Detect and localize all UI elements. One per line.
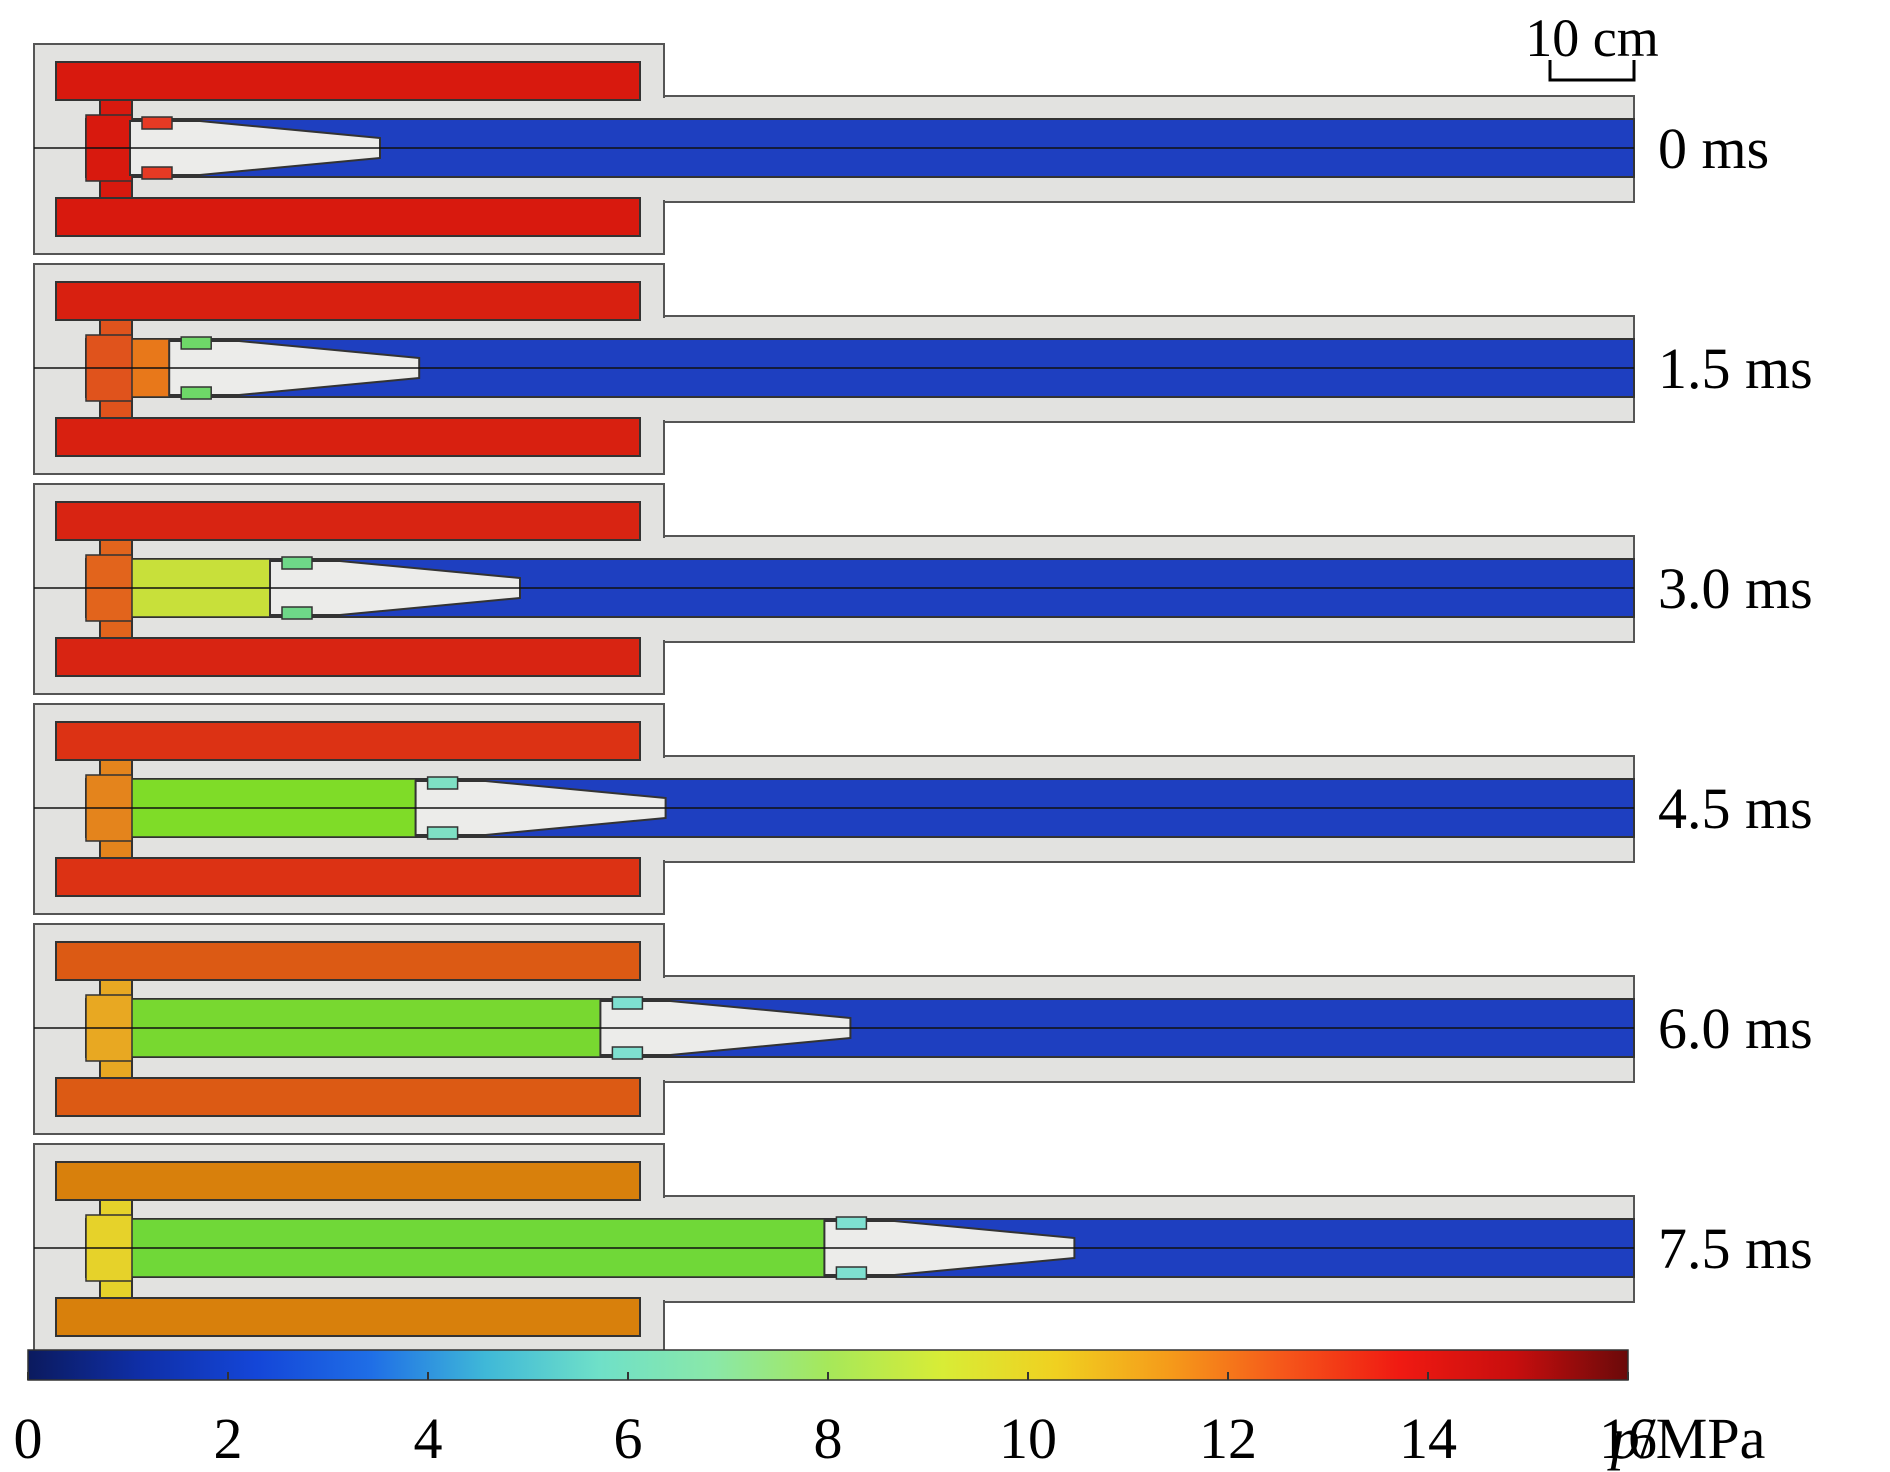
colorbar-tick-label: 12	[1199, 1406, 1257, 1471]
scale-bar-label: 10 cm	[1525, 8, 1658, 68]
colorbar-tick-label: 10	[999, 1406, 1057, 1471]
time-label: 6.0 ms	[1658, 996, 1813, 1061]
frame-3: 4.5 ms	[33, 703, 1813, 915]
simulation-frames: 0 ms 1.5 ms 3.0 ms 4.5 ms 6.0 ms 7.5 ms	[33, 43, 1813, 1355]
driving-band-bottom	[281, 606, 313, 620]
driving-band-top	[426, 776, 459, 790]
chamber-bar-bottom	[55, 637, 641, 677]
chamber-bar-bottom	[55, 197, 641, 237]
driving-band-top	[281, 556, 313, 570]
scale-bar-line	[1548, 60, 1636, 82]
scale-bar: 10 cm	[1525, 8, 1659, 82]
time-label: 4.5 ms	[1658, 776, 1813, 841]
chamber-bar-top	[55, 281, 641, 321]
chamber-bar-bottom	[55, 1297, 641, 1337]
time-label: 3.0 ms	[1658, 556, 1813, 621]
colorbar-tick-label: 0	[14, 1406, 43, 1471]
colorbar-tick-label: 6	[614, 1406, 643, 1471]
driving-band-top	[835, 1216, 868, 1230]
chamber-bar-top	[55, 721, 641, 761]
driving-band-top	[611, 996, 644, 1010]
driving-band-bottom	[611, 1046, 644, 1060]
time-label: 1.5 ms	[1658, 336, 1813, 401]
frame-1: 1.5 ms	[33, 263, 1813, 475]
driving-band-bottom	[426, 826, 459, 840]
time-label: 7.5 ms	[1658, 1216, 1813, 1281]
colorbar-tick-label: 4	[414, 1406, 443, 1471]
colorbar-unit-rest: /MPa	[1640, 1406, 1766, 1471]
driving-band-bottom	[835, 1266, 868, 1280]
frame-5: 7.5 ms	[33, 1143, 1813, 1355]
chamber-bar-top	[55, 501, 641, 541]
colorbar-unit-symbol: p	[1607, 1406, 1640, 1471]
colorbar-tick-label: 8	[814, 1406, 843, 1471]
chamber-bar-bottom	[55, 417, 641, 457]
time-label: 0 ms	[1658, 116, 1769, 181]
chamber-bar-top	[55, 1161, 641, 1201]
frame-2: 3.0 ms	[33, 483, 1813, 695]
chamber-bar-top	[55, 941, 641, 981]
driving-band-top	[180, 336, 212, 350]
driving-band-top	[141, 116, 173, 130]
frame-0: 0 ms	[33, 43, 1769, 255]
frame-4: 6.0 ms	[33, 923, 1813, 1135]
colorbar-unit: p/MPa	[1607, 1406, 1766, 1471]
colorbar-tick-label: 14	[1399, 1406, 1457, 1471]
chamber-bar-top	[55, 61, 641, 101]
driving-band-bottom	[141, 166, 173, 180]
colorbar-ticks: 0 2 4 6 8 10 12 14 16	[14, 1372, 1657, 1471]
chamber-bar-bottom	[55, 1077, 641, 1117]
colorbar-tick-label: 16	[1599, 1406, 1657, 1471]
colorbar-tick-label: 2	[214, 1406, 243, 1471]
chamber-bar-bottom	[55, 857, 641, 897]
driving-band-bottom	[180, 386, 212, 400]
colorbar: 0 2 4 6 8 10 12 14 16 p/MPa	[14, 1349, 1766, 1471]
